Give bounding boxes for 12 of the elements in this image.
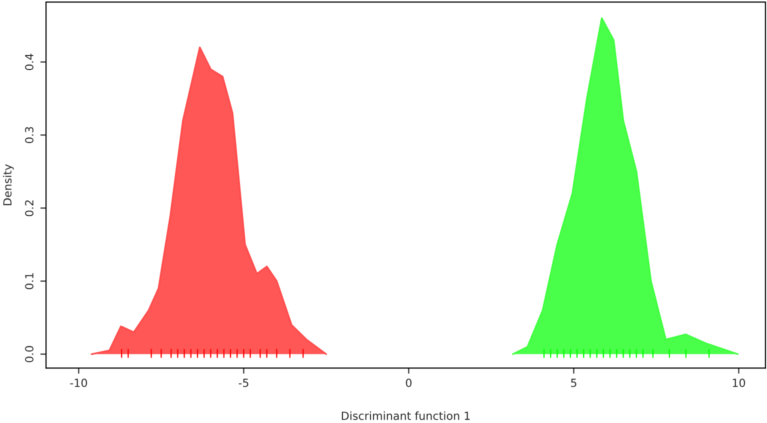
y-tick-label: 0.1 — [25, 273, 34, 290]
x-tick-label: -10 — [70, 378, 88, 388]
x-axis-title: Discriminant function 1 — [342, 411, 470, 420]
y-tick-label: 0.0 — [25, 346, 34, 362]
x-tick-label: 5 — [571, 378, 576, 388]
x-tick-label: 0 — [406, 378, 412, 388]
x-tick-label: 10 — [732, 378, 746, 388]
y-axis-title: Density — [2, 164, 14, 206]
y-tick-label: 0.4 — [25, 54, 34, 70]
y-tick-label: 0.3 — [25, 127, 34, 144]
y-tick-label: 0.2 — [25, 200, 34, 216]
x-tick-label: -5 — [238, 378, 248, 388]
